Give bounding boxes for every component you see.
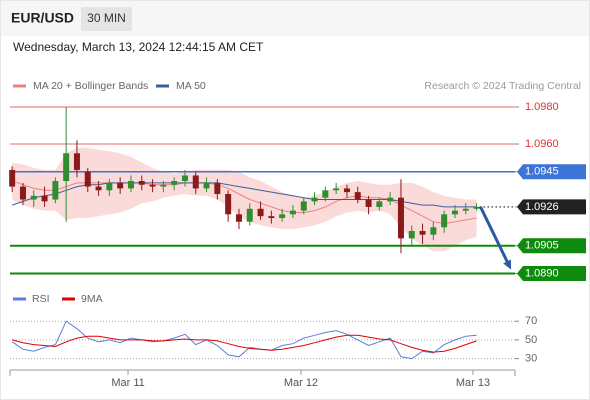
forecast-arrowhead <box>503 259 511 270</box>
candle-body <box>300 201 307 211</box>
legend-label: MA 50 <box>176 80 206 92</box>
rsi-line <box>12 334 477 353</box>
candle-body <box>192 175 199 189</box>
source: Research © 2024 Trading Central <box>424 80 581 92</box>
level-box <box>517 164 586 180</box>
candle-body <box>181 175 188 182</box>
candle-body <box>333 188 340 191</box>
legend-label: RSI <box>32 293 50 305</box>
level-box <box>517 238 586 254</box>
candle-body <box>225 193 232 215</box>
candle-body <box>322 190 329 198</box>
level-label: 1.0890 <box>525 267 559 279</box>
level-label: 1.0905 <box>525 240 559 252</box>
candle-body <box>106 182 113 191</box>
candle-body <box>41 195 48 202</box>
level-box <box>517 199 586 215</box>
candle-body <box>354 192 361 200</box>
legend-label: MA 20 + Bollinger Bands <box>33 80 148 92</box>
candle-body <box>160 184 167 187</box>
candle-body <box>441 214 448 228</box>
candle-body <box>235 214 242 222</box>
level-label: 1.0926 <box>525 201 559 213</box>
candle-body <box>203 182 210 189</box>
legend-label: 9MA <box>81 293 103 305</box>
candle-body <box>279 214 286 219</box>
candle-body <box>149 184 156 187</box>
x-tick-label: Mar 12 <box>284 377 318 389</box>
candle-body <box>365 199 372 207</box>
level-box <box>517 266 586 282</box>
candle-body <box>473 206 480 209</box>
candle-body <box>171 181 178 185</box>
timestamp: Wednesday, March 13, 2024 12:44:15 AM CE… <box>13 40 264 54</box>
candle-body <box>84 171 91 187</box>
candle-body <box>117 182 124 189</box>
candle-body <box>52 181 59 200</box>
y-tick-label: 50 <box>525 334 537 346</box>
candle-body <box>257 208 264 217</box>
level-label: 1.0960 <box>525 138 559 150</box>
symbol: EUR/USD <box>11 10 74 26</box>
forecast-arrow <box>479 206 510 265</box>
candle-body <box>387 197 394 202</box>
candle-body <box>19 186 26 200</box>
candle-body <box>311 197 318 202</box>
bollinger-band <box>12 147 477 252</box>
candle-body <box>462 208 469 211</box>
candle-body <box>73 153 80 170</box>
y-tick-label: 30 <box>525 353 537 365</box>
interval: 30 MIN <box>87 11 126 25</box>
candle-body <box>430 227 437 235</box>
candle-body <box>408 230 415 239</box>
x-tick-label: Mar 13 <box>456 377 490 389</box>
candle-body <box>214 182 221 194</box>
candle-body <box>127 181 134 189</box>
candle-body <box>397 197 404 239</box>
candle-body <box>63 153 70 182</box>
y-tick-label: 70 <box>525 315 537 327</box>
candle-body <box>376 201 383 207</box>
candle-body <box>246 208 253 222</box>
candle-body <box>30 195 37 200</box>
candle-body <box>343 188 350 193</box>
candle-body <box>289 210 296 215</box>
candle-body <box>95 186 102 191</box>
candle-body <box>268 216 275 219</box>
level-label: 1.0945 <box>525 166 559 178</box>
interval-box <box>81 7 132 31</box>
x-tick-label: Mar 11 <box>111 377 144 389</box>
candle-body <box>451 210 458 215</box>
rsi-line <box>11 320 477 360</box>
level-label: 1.0980 <box>525 101 559 113</box>
candle-body <box>9 169 16 187</box>
candle-body <box>138 181 145 185</box>
candle-body <box>419 230 426 235</box>
